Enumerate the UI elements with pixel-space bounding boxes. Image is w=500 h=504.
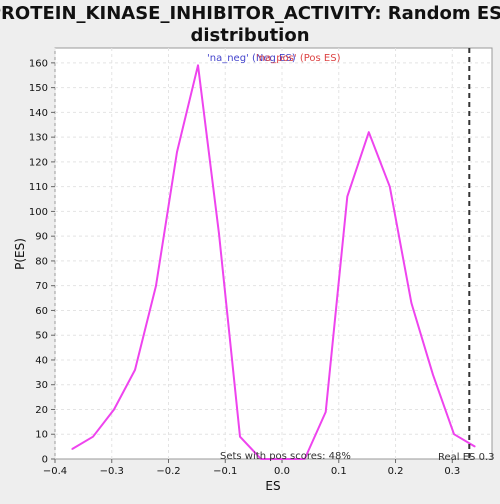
y-tick-label: 30 bbox=[35, 380, 48, 391]
x-tick-label: 0.1 bbox=[331, 466, 347, 477]
real-es-label: Real ES 0.3 bbox=[438, 452, 494, 463]
y-tick-label: 160 bbox=[29, 58, 48, 69]
series-point bbox=[155, 285, 157, 287]
y-tick-label: 50 bbox=[35, 331, 48, 342]
series-point bbox=[389, 186, 391, 188]
x-tick-label: −0.4 bbox=[43, 466, 67, 477]
x-tick-label: 0.3 bbox=[444, 466, 460, 477]
series-point bbox=[304, 458, 306, 460]
x-tick-label: 0.2 bbox=[388, 466, 404, 477]
y-tick-label: 90 bbox=[35, 232, 48, 243]
y-tick-label: 60 bbox=[35, 306, 48, 317]
pos-score-annotation: Sets with pos scores: 48% bbox=[220, 451, 351, 462]
series-point bbox=[368, 131, 370, 133]
y-tick-label: 130 bbox=[29, 133, 48, 144]
y-tick-label: 140 bbox=[29, 108, 48, 119]
series-point bbox=[113, 408, 115, 411]
series-point bbox=[281, 458, 283, 460]
series-point bbox=[432, 374, 434, 376]
x-tick-label: −0.2 bbox=[156, 466, 180, 477]
x-axis-label: ES bbox=[265, 479, 280, 493]
y-tick-label: 110 bbox=[29, 182, 48, 193]
series-point bbox=[474, 446, 476, 448]
plot-background bbox=[54, 47, 493, 460]
y-tick-label: 120 bbox=[29, 157, 48, 168]
legend-neg-label: 'na_neg' (Neg ES) bbox=[207, 53, 296, 64]
series-point bbox=[218, 233, 220, 235]
y-axis: 0 10 20 30 40 50 60 70 80 90 100 110 120 130 140 150 160 bbox=[29, 58, 55, 466]
x-tick-label: 0.0 bbox=[274, 466, 290, 477]
series-line bbox=[71, 64, 476, 460]
series-point bbox=[197, 64, 199, 66]
series-point bbox=[176, 151, 178, 153]
y-tick-label: 150 bbox=[29, 83, 48, 94]
y-axis-label: P(ES) bbox=[13, 238, 27, 270]
series-point bbox=[239, 436, 241, 438]
x-tick-label: −0.3 bbox=[100, 466, 124, 477]
chart-title-line2: distribution bbox=[190, 25, 309, 46]
x-axis: −0.4 −0.3 −0.2 −0.1 0.0 0.1 0.2 0.3 bbox=[43, 459, 460, 477]
series-point bbox=[410, 302, 413, 304]
y-tick-label: 0 bbox=[42, 455, 48, 466]
series-point bbox=[453, 433, 455, 435]
y-tick-label: 100 bbox=[29, 207, 48, 218]
legend-pos-label: 'na_pos' (Pos ES) bbox=[256, 53, 341, 64]
y-tick-label: 20 bbox=[35, 405, 48, 416]
y-tick-label: 80 bbox=[35, 256, 48, 267]
y-tick-label: 70 bbox=[35, 281, 48, 292]
series-point bbox=[92, 436, 94, 438]
series-layer bbox=[71, 64, 476, 460]
y-tick-label: 10 bbox=[35, 430, 48, 441]
y-tick-label: 40 bbox=[35, 355, 48, 366]
series-point bbox=[346, 195, 348, 198]
series-point bbox=[71, 448, 73, 450]
grid bbox=[54, 48, 492, 459]
series-point bbox=[260, 458, 262, 460]
x-tick-label: −0.1 bbox=[213, 466, 237, 477]
chart-title-line1: PROTEIN_KINASE_INHIBITOR_ACTIVITY: Rando… bbox=[0, 3, 500, 24]
series-point bbox=[325, 411, 327, 413]
series-point bbox=[134, 369, 136, 371]
